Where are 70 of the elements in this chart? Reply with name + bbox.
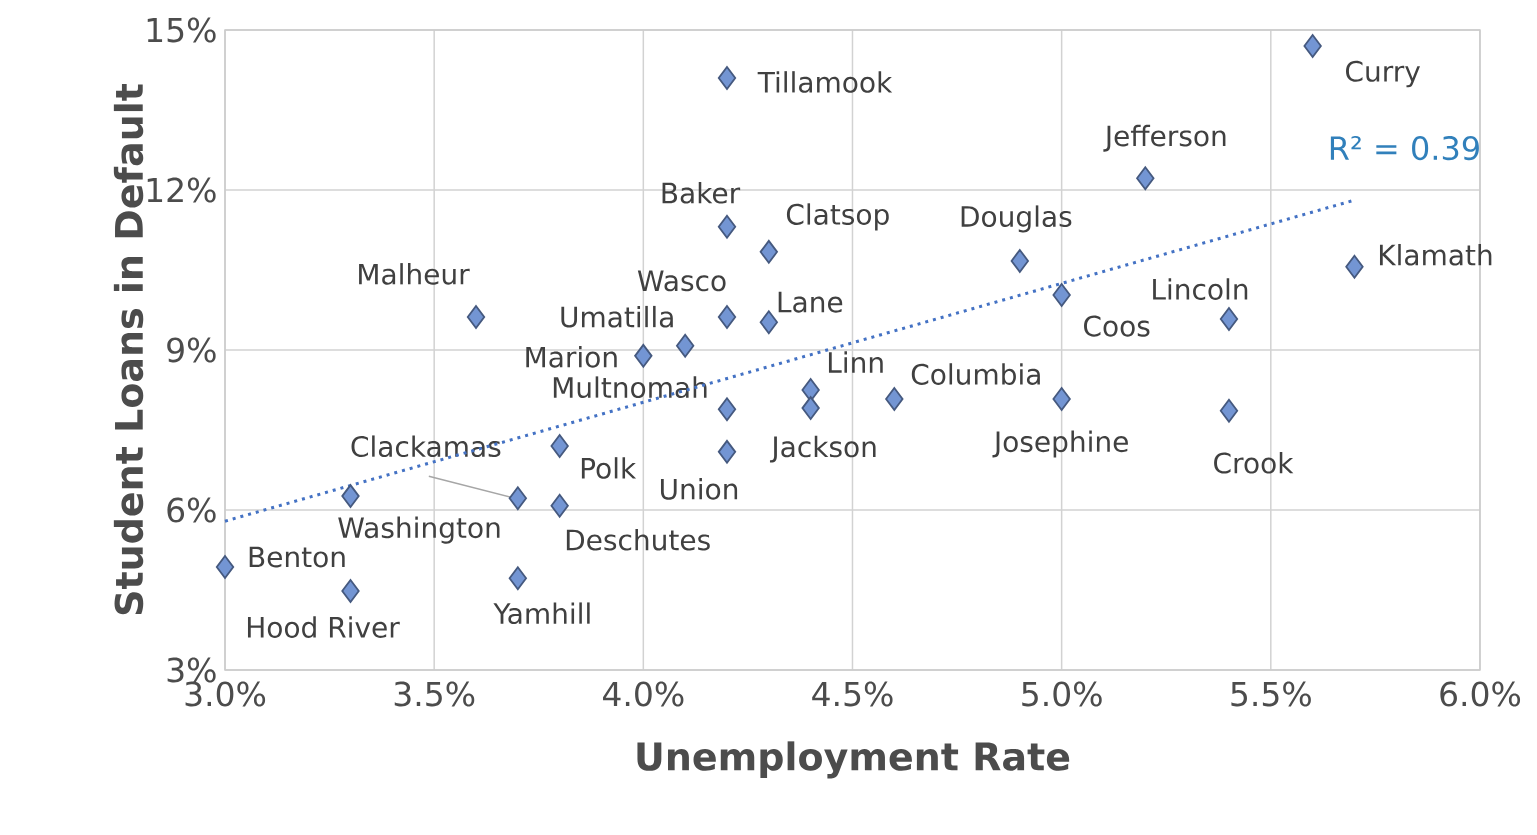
data-label: Lincoln [1153, 278, 1248, 300]
data-label: Douglas [961, 205, 1072, 233]
point [634, 343, 653, 368]
point [1345, 254, 1364, 279]
point [1010, 249, 1029, 273]
x-tick-label: 4.5% [812, 681, 893, 707]
point [341, 579, 360, 603]
x-tick-label: 5.0% [1022, 681, 1102, 707]
point [215, 555, 235, 579]
data-label: Yamhill [493, 602, 590, 625]
point [550, 434, 569, 458]
y-axis-title: Student Loans in Default [113, 83, 144, 615]
point [550, 493, 569, 518]
point [717, 305, 737, 329]
data-label: Malheur [359, 263, 470, 285]
y-tick-label: 9% [167, 337, 216, 363]
data-label: Josephine [992, 430, 1128, 458]
point [717, 214, 737, 239]
data-label: Coos [1084, 315, 1150, 337]
data-label: Umatilla [561, 305, 673, 328]
data-label: Curry [1346, 60, 1420, 88]
data-label: Columbia [911, 363, 1040, 385]
data-label: Crook [1214, 451, 1294, 474]
data-label: Polk [581, 457, 637, 479]
data-label: Jefferson [1103, 124, 1226, 152]
data-label: Deschutes [566, 528, 710, 551]
x-tick-label: 6.0% [1440, 681, 1521, 707]
data-label: Wasco [637, 270, 726, 292]
point [801, 396, 820, 421]
annotation: R² = 0.39 [1330, 136, 1479, 161]
data-label: Lane [778, 291, 843, 313]
point [508, 566, 527, 591]
point [1219, 307, 1239, 331]
x-tick-label: 3.5% [394, 681, 475, 707]
point [341, 484, 360, 509]
point [717, 66, 737, 90]
point [1136, 166, 1155, 191]
data-label: Jackson [769, 435, 876, 463]
point [466, 305, 486, 329]
data-label: Washington [338, 516, 500, 544]
data-label: Multnomah [553, 376, 707, 399]
data-label: Linn [828, 351, 883, 373]
point [1052, 283, 1071, 307]
point [717, 397, 737, 422]
data-label: Benton [249, 546, 345, 568]
data-label: Union [660, 478, 738, 500]
data-label: Tillamook [757, 71, 893, 93]
point [508, 486, 527, 511]
y-tick-label: 12% [147, 177, 216, 203]
data-label: Clatsop [786, 203, 889, 231]
y-tick-label: 6% [167, 497, 216, 523]
x-axis-title: Unemployment Rate [637, 741, 1070, 779]
data-label: Baker [662, 181, 741, 204]
point [759, 239, 778, 264]
point [759, 310, 778, 335]
y-tick-label: 3% [167, 657, 216, 683]
data-label: Marion [526, 346, 617, 368]
point [676, 333, 695, 358]
point [1052, 387, 1071, 411]
data-label: Klamath [1379, 243, 1492, 266]
point [717, 439, 737, 464]
point [1303, 34, 1322, 58]
y-tick-label: 15% [147, 17, 216, 43]
data-label: Hood River [247, 616, 400, 638]
x-tick-label: 3.0% [185, 681, 266, 707]
point [801, 378, 820, 402]
point [1219, 398, 1239, 423]
x-tick-label: 4.0% [603, 681, 684, 707]
point [885, 387, 904, 411]
x-tick-label: 5.5% [1231, 681, 1311, 707]
